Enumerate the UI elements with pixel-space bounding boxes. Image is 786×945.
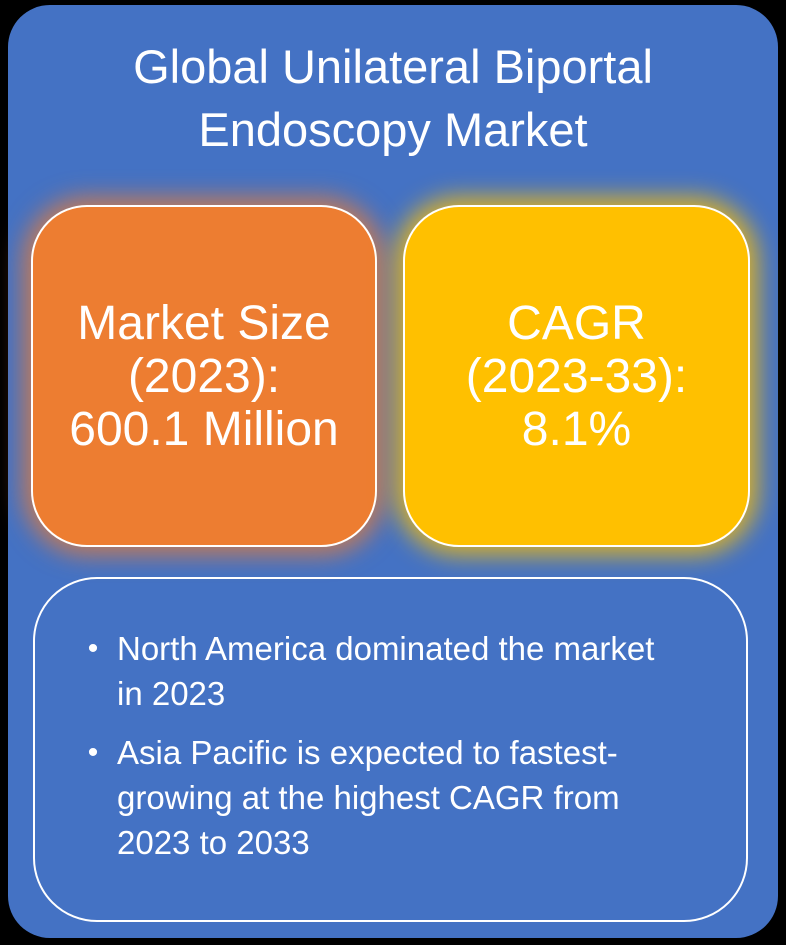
- bullet-icon: •: [87, 632, 99, 665]
- list-item: • North America dominated the market in …: [65, 626, 706, 716]
- page-title: Global Unilateral Biportal Endoscopy Mar…: [8, 35, 778, 161]
- highlight-2-line-3: 2023 to 2033: [117, 824, 310, 861]
- list-item-text: North America dominated the market in 20…: [117, 626, 706, 716]
- market-size-card-text: Market Size (2023): 600.1 Million: [69, 297, 338, 456]
- market-size-line-1: Market Size: [77, 296, 331, 350]
- market-size-card: Market Size (2023): 600.1 Million: [31, 205, 377, 547]
- highlight-2-line-2: growing at the highest CAGR from: [117, 779, 620, 816]
- cagr-card: CAGR (2023-33): 8.1%: [403, 205, 750, 547]
- highlight-1-line-1: North America dominated the market: [117, 630, 655, 667]
- list-item: • Asia Pacific is expected to fastest- g…: [65, 730, 706, 865]
- list-item-text: Asia Pacific is expected to fastest- gro…: [117, 730, 706, 865]
- cagr-line-2: (2023-33):: [465, 349, 688, 403]
- title-line-1: Global Unilateral Biportal: [133, 40, 653, 93]
- market-size-line-3: 600.1 Million: [69, 402, 339, 456]
- title-line-2: Endoscopy Market: [198, 103, 588, 156]
- cagr-line-1: CAGR: [507, 296, 646, 350]
- market-size-line-2: (2023):: [127, 349, 281, 403]
- bullet-icon: •: [87, 736, 99, 769]
- highlights-panel: • North America dominated the market in …: [33, 577, 748, 922]
- cagr-card-text: CAGR (2023-33): 8.1%: [466, 297, 687, 456]
- infographic-background: Global Unilateral Biportal Endoscopy Mar…: [8, 5, 778, 938]
- cagr-line-3: 8.1%: [521, 402, 632, 456]
- highlight-1-line-2: in 2023: [117, 675, 226, 712]
- highlight-2-line-1: Asia Pacific is expected to fastest-: [117, 734, 618, 771]
